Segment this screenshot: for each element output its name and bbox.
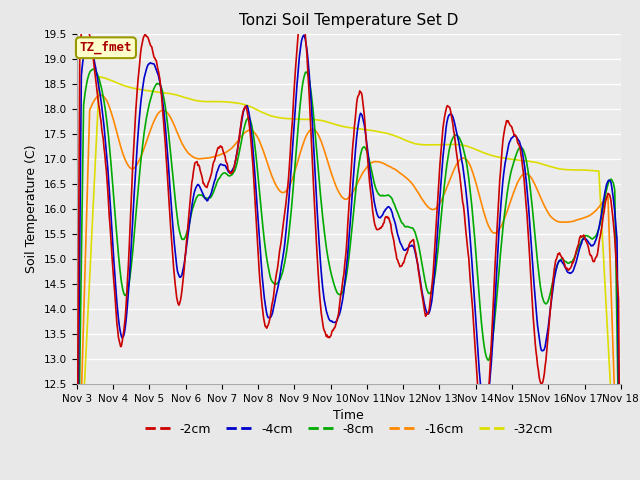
Title: Tonzi Soil Temperature Set D: Tonzi Soil Temperature Set D [239, 13, 458, 28]
Text: TZ_fmet: TZ_fmet [80, 41, 132, 54]
Y-axis label: Soil Temperature (C): Soil Temperature (C) [25, 144, 38, 273]
Legend: -2cm, -4cm, -8cm, -16cm, -32cm: -2cm, -4cm, -8cm, -16cm, -32cm [140, 418, 558, 441]
X-axis label: Time: Time [333, 409, 364, 422]
